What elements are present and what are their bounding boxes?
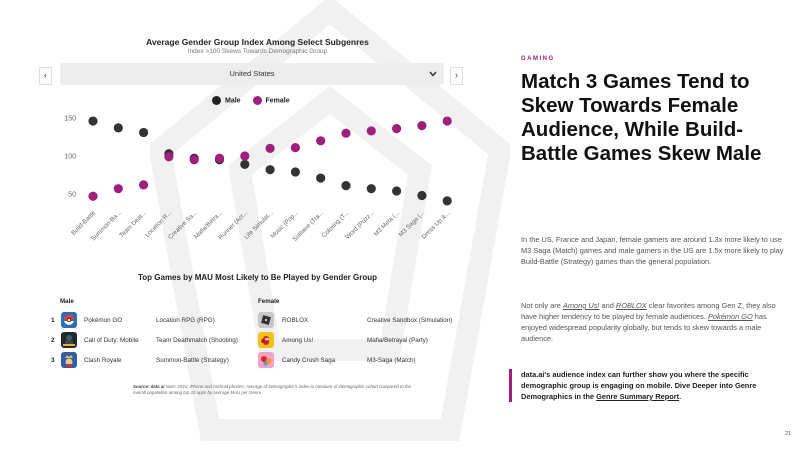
male-point: [442, 196, 452, 206]
female-game-genre: Mafia/Betrayal (Party): [367, 337, 428, 344]
male-point: [366, 184, 376, 194]
clash-royale-app-icon: [61, 352, 77, 368]
genre-summary-report-link[interactable]: Genre Summary Report: [596, 392, 680, 401]
male-point: [290, 167, 300, 177]
table-title: Top Games by MAU Most Likely to Be Playe…: [137, 273, 377, 282]
roblox-app-icon: [258, 312, 274, 328]
chart-subtitle: Index >100 Skews Towards Demographic Gro…: [187, 48, 328, 55]
legend-male-label: Male: [225, 97, 241, 105]
category-label: GAMING: [521, 56, 555, 62]
male-point: [139, 127, 149, 138]
female-point: [139, 180, 149, 190]
para2-text-d: has enjoyed widespread popularity global…: [521, 312, 767, 343]
page-number: 21: [785, 431, 792, 437]
male-point: [240, 159, 250, 169]
female-point: [392, 124, 402, 134]
row-rank: 3: [51, 357, 55, 364]
female-point: [366, 126, 376, 136]
callout-text: data.ai's audience index can further sho…: [521, 370, 757, 401]
body-paragraph-2: Not only are Among Us! and ROBLOX clear …: [521, 300, 789, 344]
male-game-name: Pokémon GO: [84, 317, 123, 324]
callout-box: data.ai's audience index can further sho…: [509, 369, 793, 402]
female-game-name: Among Us!: [282, 337, 314, 344]
pokemon-go-link[interactable]: Pokémon GO: [707, 312, 753, 321]
y-tick-label: 150: [64, 116, 76, 123]
female-point: [88, 191, 98, 201]
male-column-header: Male: [60, 298, 74, 305]
prev-country-button[interactable]: ‹: [39, 67, 52, 85]
male-game-name: Call of Duty: Mobile: [84, 337, 139, 344]
female-column-header: Female: [258, 298, 280, 305]
female-point: [290, 143, 300, 153]
pokemon-go-app-icon: [61, 312, 77, 328]
male-point: [88, 116, 98, 126]
female-game-name: Candy Crush Saga: [282, 357, 336, 364]
table-row: 1 Pokémon GO Location RPG (RPG) ROBLOX C…: [0, 312, 470, 330]
para2-text-c: clear favorites among Gen Z, they also h…: [521, 301, 776, 321]
call-of-duty-app-icon: [61, 332, 77, 348]
country-select[interactable]: United States: [60, 63, 444, 85]
male-point: [392, 186, 402, 196]
among-us-app-icon: [258, 332, 274, 348]
para2-text-b: and: [599, 301, 616, 310]
male-game-genre: Location RPG (RPG): [156, 317, 215, 324]
male-game-name: Clash Royale: [84, 357, 122, 364]
female-game-genre: M3-Saga (Match): [367, 357, 416, 364]
female-point: [265, 143, 275, 153]
chevron-down-icon: [429, 71, 437, 77]
legend-female-swatch: [252, 96, 262, 105]
legend-male: Male: [212, 96, 241, 105]
para2-text-a: Not only are: [521, 301, 563, 310]
country-select-value: United States: [229, 69, 275, 78]
chart-legend: Male Female: [212, 96, 300, 105]
row-rank: 2: [51, 337, 55, 344]
next-country-button[interactable]: ›: [450, 67, 463, 85]
female-point: [316, 136, 326, 146]
male-point: [417, 190, 427, 201]
y-tick-label: 100: [64, 154, 76, 161]
among-us-link[interactable]: Among Us!: [562, 301, 600, 310]
row-rank: 1: [51, 317, 55, 324]
female-point: [164, 152, 174, 162]
candy-crush-app-icon: [258, 352, 274, 368]
footnote-note: Note: 2021; iPhone and Android phones; A…: [133, 384, 411, 395]
female-point: [417, 121, 427, 131]
female-game-genre: Creative Sandbox (Simulation): [367, 317, 453, 324]
female-point: [214, 153, 225, 163]
female-point: [189, 155, 199, 165]
female-point: [240, 151, 250, 161]
footnote-source: Source: data ai: [133, 384, 165, 389]
table-row: 3 Clash Royale Summon-Battle (Strategy) …: [0, 352, 470, 370]
y-tick-label: 50: [68, 192, 76, 199]
page-headline: Match 3 Games Tend to Skew Towards Femal…: [521, 70, 762, 165]
female-point: [442, 116, 452, 126]
table-row: 2 Call of Duty: Mobile Team Deathmatch (…: [0, 332, 470, 350]
female-game-name: ROBLOX: [282, 317, 309, 324]
male-point: [341, 181, 351, 191]
male-point: [265, 165, 275, 175]
legend-female-label: Female: [265, 97, 290, 105]
chart-title: Average Gender Group Index Among Select …: [146, 37, 369, 47]
body-paragraph-1: In the US, France and Japan, female game…: [521, 235, 784, 266]
female-point: [113, 184, 123, 194]
male-game-genre: Summon-Battle (Strategy): [156, 357, 229, 364]
legend-male-swatch: [212, 96, 221, 105]
male-point: [113, 123, 123, 133]
roblox-link[interactable]: ROBLOX: [615, 301, 647, 310]
chart-footnote: Source: data ai Note: 2021; iPhone and A…: [133, 384, 423, 396]
female-point: [341, 128, 351, 138]
callout-end: .: [679, 392, 682, 401]
male-game-genre: Team Deathmatch (Shooting): [156, 337, 238, 344]
male-point: [316, 173, 326, 183]
background-watermark: [150, 0, 510, 441]
legend-female: Female: [252, 96, 290, 105]
